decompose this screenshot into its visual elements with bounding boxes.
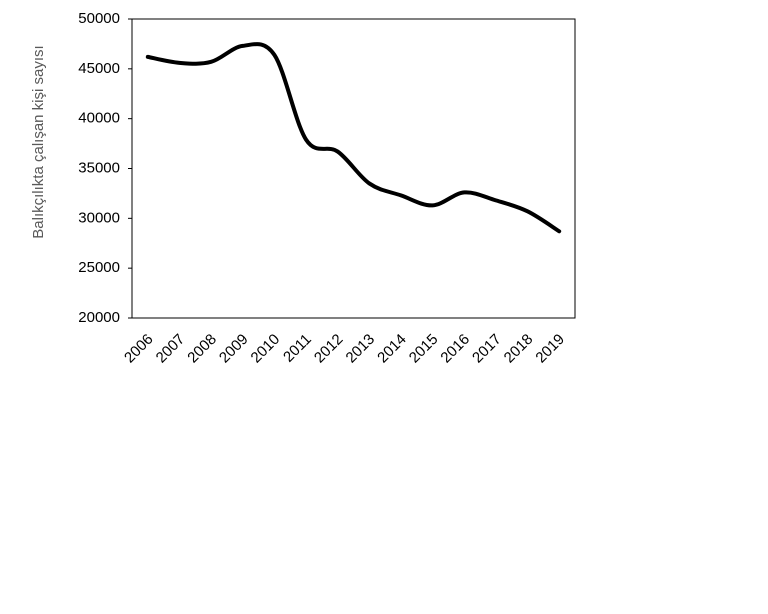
x-tick-label: 2008 [184, 331, 220, 367]
x-tick-label: 2006 [121, 331, 157, 367]
x-tick-label: 2018 [501, 331, 537, 367]
x-tick-label: 2013 [343, 331, 379, 367]
y-axis-title: Balıkçılıkta çalışan kişi sayısı [30, 45, 47, 238]
x-tick-label: 2016 [437, 331, 473, 367]
y-tick-label: 50000 [78, 10, 120, 27]
x-tick-label: 2011 [280, 331, 315, 366]
y-tick-label: 20000 [78, 309, 120, 326]
x-tick-label: 2019 [532, 331, 568, 367]
data-line [145, 42, 562, 234]
y-tick-label: 30000 [78, 209, 120, 226]
x-tick-label: 2017 [469, 331, 505, 367]
x-tick-label: 2014 [374, 331, 410, 367]
y-tick-label: 35000 [78, 159, 120, 176]
x-tick-label: 2015 [406, 331, 442, 367]
x-tick-label: 2009 [216, 331, 252, 367]
y-tick-label: 45000 [78, 60, 120, 77]
x-tick-label: 2010 [248, 331, 284, 367]
y-tick-label: 25000 [78, 259, 120, 276]
x-tick-label: 2012 [311, 331, 347, 367]
x-tick-label: 2007 [153, 331, 189, 367]
y-tick-label: 40000 [78, 110, 120, 127]
